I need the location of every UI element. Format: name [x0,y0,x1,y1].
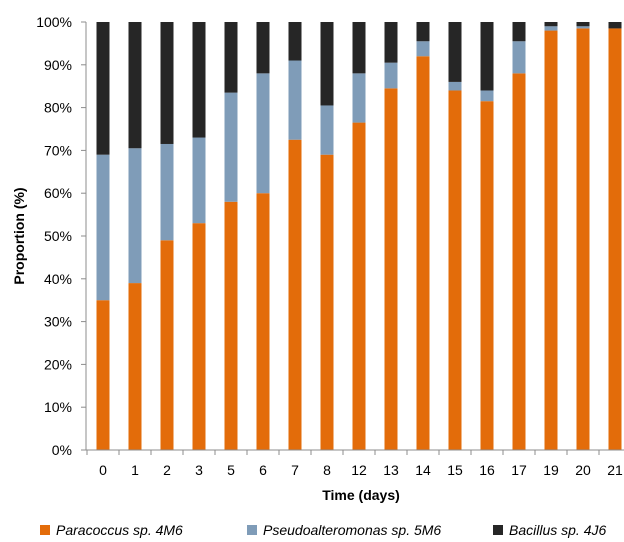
bar-segment-series-0-cat-8 [320,154,334,450]
bar-segment-series-1-cat-15 [448,81,462,91]
x-tick-label: 15 [447,462,463,478]
y-axis-title: Proportion (%) [11,187,27,284]
bar-segment-series-0-cat-6 [256,193,270,450]
bar-segment-series-1-cat-14 [416,41,430,57]
y-tick-label: 10% [44,399,72,415]
bar-segment-series-1-cat-20 [576,26,590,29]
x-tick-label: 5 [227,462,235,478]
x-tick-label: 21 [607,462,623,478]
bar-segment-series-0-cat-17 [512,73,526,451]
bar-segment-series-0-cat-2 [160,240,174,450]
x-tick-label: 1 [131,462,139,478]
bar-segment-series-2-cat-8 [320,22,334,106]
bar-segment-series-2-cat-14 [416,22,430,42]
x-tick-label: 7 [291,462,299,478]
bar-segment-series-2-cat-2 [160,22,174,144]
x-tick-label: 17 [511,462,527,478]
bar-segment-series-2-cat-21 [608,22,622,29]
legend-swatch [493,525,503,535]
y-tick-label: 60% [44,185,72,201]
bar-segment-series-1-cat-2 [160,143,174,241]
bar-segment-series-0-cat-0 [96,300,110,450]
x-tick-label: 19 [543,462,559,478]
x-tick-label: 6 [259,462,267,478]
bar-segment-series-1-cat-12 [352,73,366,123]
bar-segment-series-2-cat-0 [96,22,110,155]
bar-segment-series-0-cat-15 [448,90,462,450]
y-tick-label: 100% [36,14,72,30]
bar-segment-series-2-cat-3 [192,22,206,138]
y-tick-label: 90% [44,57,72,73]
bar-segment-series-1-cat-17 [512,41,526,74]
x-tick-label: 8 [323,462,331,478]
legend-swatch [247,525,257,535]
bar-segment-series-0-cat-1 [128,283,142,450]
x-tick-label: 14 [415,462,431,478]
bar-segment-series-1-cat-16 [480,90,494,102]
bar-segment-series-0-cat-5 [224,201,238,450]
y-tick-label: 50% [44,228,72,244]
bar-segment-series-0-cat-3 [192,223,206,450]
bar-segment-series-0-cat-7 [288,139,302,450]
bar-segment-series-2-cat-19 [544,22,558,27]
bar-segment-series-2-cat-16 [480,22,494,91]
bar-segment-series-1-cat-3 [192,137,206,224]
bar-segment-series-2-cat-1 [128,22,142,149]
bar-segment-series-0-cat-16 [480,101,494,451]
legend-label: Paracoccus sp. 4M6 [56,522,183,538]
bar-segment-series-2-cat-13 [384,22,398,63]
bar-segment-series-0-cat-19 [544,30,558,451]
bar-segment-series-1-cat-19 [544,26,558,31]
bar-segment-series-0-cat-12 [352,122,366,450]
y-axis: 0% 10% 20% 30% 40% 50% 60% 70% 80% 90% 100% [36,14,87,458]
bar-segment-series-2-cat-12 [352,22,366,74]
legend-label: Pseudoalteromonas sp. 5M6 [263,522,441,538]
legend-label: Bacillus sp. 4J6 [509,522,606,538]
x-tick-label: 0 [99,462,107,478]
y-tick-label: 40% [44,271,72,287]
y-tick-label: 70% [44,142,72,158]
x-tick-label: 3 [195,462,203,478]
y-tick-label: 20% [44,356,72,372]
bar-segment-series-0-cat-20 [576,28,590,450]
bar-segment-series-2-cat-6 [256,22,270,74]
bars [96,22,622,451]
x-tick-label: 13 [383,462,399,478]
bar-segment-series-2-cat-15 [448,22,462,82]
y-tick-label: 0% [52,442,72,458]
bar-segment-series-0-cat-21 [608,28,622,450]
bar-segment-series-0-cat-14 [416,56,430,451]
x-axis: 0 1 2 3 5 6 7 8 12 13 14 15 16 17 19 20 21 [86,449,624,478]
x-axis-title: Time (days) [322,487,400,503]
bar-segment-series-0-cat-13 [384,88,398,450]
legend: Paracoccus sp. 4M6 Pseudoalteromonas sp. … [40,522,606,538]
x-tick-label: 16 [479,462,495,478]
x-tick-label: 12 [351,462,367,478]
bar-segment-series-2-cat-5 [224,22,238,93]
bar-segment-series-1-cat-7 [288,60,302,140]
x-tick-label: 20 [575,462,591,478]
bar-segment-series-1-cat-0 [96,154,110,301]
bar-segment-series-2-cat-7 [288,22,302,61]
bar-segment-series-2-cat-17 [512,22,526,42]
bar-segment-series-1-cat-13 [384,62,398,89]
bar-segment-series-1-cat-1 [128,148,142,284]
y-tick-label: 80% [44,100,72,116]
bar-segment-series-1-cat-8 [320,105,334,155]
y-tick-label: 30% [44,314,72,330]
bar-segment-series-2-cat-20 [576,22,590,27]
legend-swatch [40,525,50,535]
x-tick-label: 2 [163,462,171,478]
bar-segment-series-1-cat-6 [256,73,270,194]
bar-segment-series-1-cat-5 [224,92,238,202]
